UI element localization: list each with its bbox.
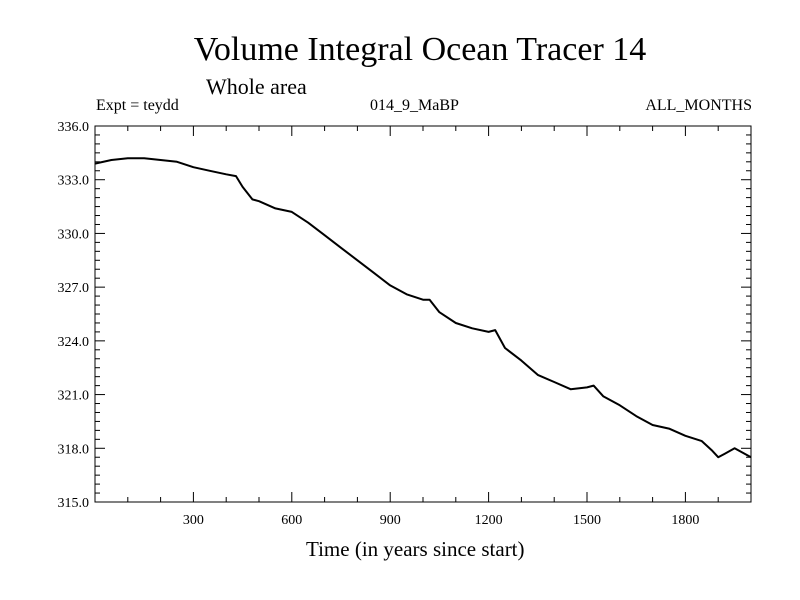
x-axis-label: Time (in years since start) — [306, 537, 525, 561]
x-tick-label: 900 — [380, 513, 401, 528]
run-id-label: 014_9_MaBP — [370, 97, 459, 114]
y-tick-label: 315.0 — [58, 496, 90, 511]
x-tick-label: 600 — [281, 513, 302, 528]
x-tick-label: 1200 — [475, 513, 503, 528]
axes: 300 600 900 1200 1500 1800 315.0 318.0 321.0 324.… — [58, 120, 751, 528]
x-tick-label: 300 — [183, 513, 204, 528]
chart-subtitle: Whole area — [206, 74, 307, 99]
series-line — [94, 157, 752, 459]
y-tick-label: 324.0 — [58, 335, 90, 350]
months-label: ALL_MONTHS — [645, 97, 752, 114]
y-tick-label: 321.0 — [58, 389, 90, 404]
y-tick-label: 330.0 — [58, 227, 90, 242]
chart-title: Volume Integral Ocean Tracer 14 — [193, 31, 647, 68]
y-tick-label: 333.0 — [58, 174, 90, 189]
y-tick-label: 327.0 — [58, 281, 90, 296]
y-tick-label: 336.0 — [58, 120, 90, 135]
experiment-label: Expt = teydd — [96, 97, 179, 114]
plot-frame — [94, 125, 752, 503]
x-tick-label: 1500 — [573, 513, 601, 528]
x-tick-label: 1800 — [671, 513, 699, 528]
y-tick-label: 318.0 — [58, 442, 90, 457]
